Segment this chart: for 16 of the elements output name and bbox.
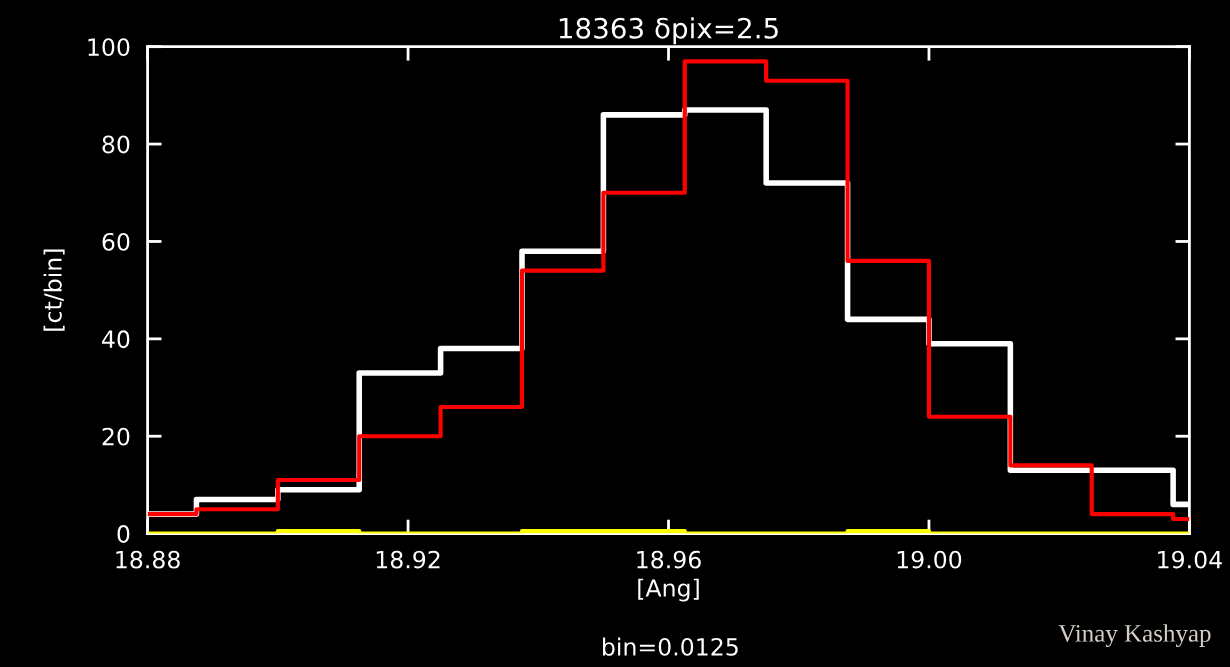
y-axis-title: [ct/bin] [43, 249, 65, 331]
x-tick-label: 18.88 [116, 550, 180, 569]
y-tick-label: 80 [102, 135, 130, 154]
x-tick-label: 18.96 [637, 550, 701, 569]
y-tick-label: 0 [117, 525, 130, 543]
chart-title: 18363 δpix=2.5 [559, 17, 778, 45]
text: Vinay Kashyap [1058, 624, 1211, 647]
y-tick-label: 100 [88, 38, 130, 56]
x-tick-label: 19.04 [1158, 550, 1222, 569]
y-tick-label: 60 [102, 232, 130, 251]
y-tick-label: 40 [102, 330, 130, 349]
x-axis-title: [Ang] [638, 578, 699, 602]
text: bin=0.0125 [603, 637, 738, 656]
x-tick-label: 18.92 [376, 550, 440, 569]
y-tick-label: 20 [102, 427, 130, 446]
x-tick-label: 19.00 [897, 550, 962, 569]
